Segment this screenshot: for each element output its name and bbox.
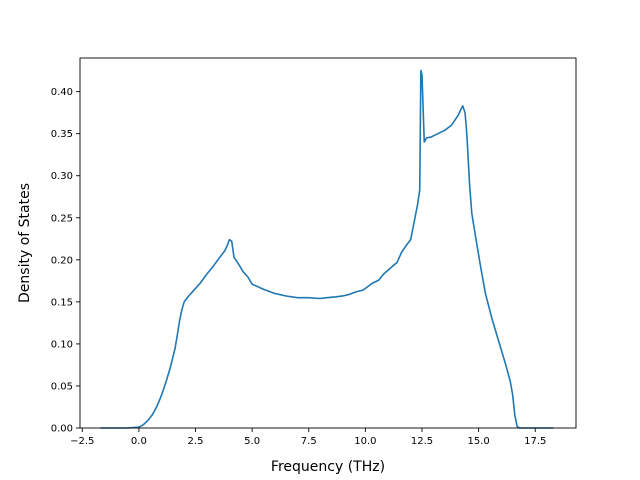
x-tick-label: −2.5 xyxy=(70,436,94,447)
y-tick-label: 0.05 xyxy=(51,381,73,392)
y-tick-label: 0.35 xyxy=(51,129,73,140)
y-tick-label: 0.20 xyxy=(51,255,73,266)
x-tick-label: 10.0 xyxy=(354,436,376,447)
x-axis-label: Frequency (THz) xyxy=(271,459,385,475)
dos-line xyxy=(100,69,554,429)
x-tick-label: 7.5 xyxy=(301,436,317,447)
x-tick-label: 15.0 xyxy=(467,436,489,447)
y-tick-label: 0.00 xyxy=(51,424,73,435)
x-tick-label: 2.5 xyxy=(188,436,204,447)
y-tick-label: 0.25 xyxy=(51,213,73,224)
y-tick-label: 0.10 xyxy=(51,339,73,350)
y-tick-label: 0.15 xyxy=(51,297,73,308)
y-axis-ticks: 0.00 0.05 0.10 0.15 0.20 0.25 0.30 0.35 0.40 xyxy=(51,87,80,435)
plot-frame xyxy=(79,57,577,429)
x-tick-label: 17.5 xyxy=(524,436,546,447)
y-axis-label: Density of States xyxy=(17,183,33,303)
y-tick-label: 0.30 xyxy=(51,171,73,182)
x-tick-label: 5.0 xyxy=(244,436,260,447)
x-axis-ticks: −2.5 0.0 2.5 5.0 7.5 10.0 12.5 15.0 17.5 xyxy=(70,428,546,447)
x-tick-label: 12.5 xyxy=(411,436,433,447)
x-tick-label: 0.0 xyxy=(131,436,147,447)
y-tick-label: 0.40 xyxy=(51,87,73,98)
plot-background xyxy=(80,58,576,428)
